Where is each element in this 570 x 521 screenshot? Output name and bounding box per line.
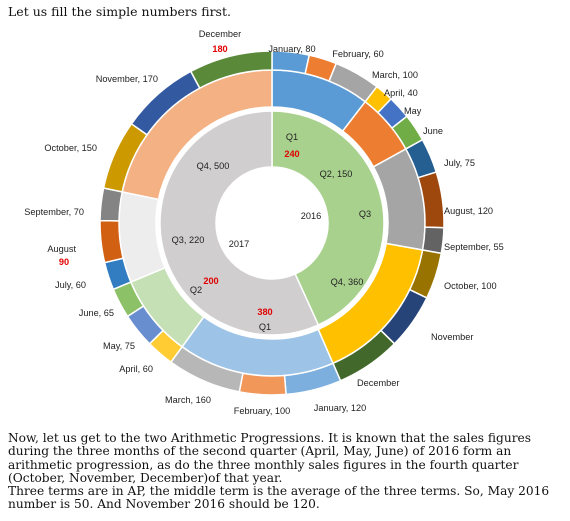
- month-label-3: April, 40: [384, 88, 418, 98]
- quarter-value-4: 380: [257, 307, 272, 317]
- explanation-para-2: Three terms are in AP, the middle term i…: [8, 484, 550, 512]
- explanation: Now, let us get to the two Arithmetic Pr…: [8, 431, 564, 512]
- month-label-0: January, 80: [268, 44, 315, 54]
- month-slice-february-100-13: [238, 372, 287, 396]
- month-label-16: May, 75: [103, 341, 135, 351]
- month-label-7: August, 120: [444, 206, 493, 216]
- quarter-label-2: Q3: [359, 209, 371, 219]
- month-label-20: September, 70: [24, 207, 84, 217]
- month-label-18: July, 60: [55, 280, 86, 290]
- month-value-23: 180: [212, 44, 227, 54]
- intro-text: Let us fill the simple numbers first.: [8, 4, 231, 19]
- month-ring: [99, 50, 445, 396]
- quarter-label-5: Q2: [190, 285, 202, 295]
- month-label-22: November, 170: [96, 74, 158, 84]
- quarter-label-1: Q2, 150: [320, 169, 353, 179]
- month-value-19: 90: [59, 257, 69, 267]
- month-slice-august-19: [99, 219, 125, 264]
- quarter-ring: [118, 69, 426, 377]
- quarter-label-6: Q3, 220: [172, 235, 205, 245]
- month-label-9: October, 100: [444, 281, 497, 291]
- month-slice-september-55-8: [421, 226, 445, 255]
- quarter-label-0: Q1: [286, 132, 298, 142]
- quarter-label-3: Q4, 360: [331, 277, 364, 287]
- month-label-4: May: [404, 106, 422, 116]
- quarter-label-4: Q1: [259, 322, 271, 332]
- month-label-17: June, 65: [79, 308, 114, 318]
- month-label-21: October, 150: [44, 143, 97, 153]
- month-label-2: March, 100: [372, 70, 418, 80]
- quarter-label-7: Q4, 500: [197, 161, 230, 171]
- month-slice-december-23: [189, 50, 273, 90]
- year-label-2017: 2017: [229, 239, 249, 249]
- month-label-14: March, 160: [165, 395, 211, 405]
- month-label-15: April, 60: [119, 364, 153, 374]
- month-label-1: February, 60: [332, 49, 383, 59]
- month-label-12: January, 120: [314, 403, 366, 413]
- month-slice-september-70-20: [99, 187, 124, 222]
- month-label-10: November: [431, 332, 473, 342]
- month-label-11: December: [357, 378, 399, 388]
- year-ring: [159, 110, 385, 336]
- quarter-value-0: 240: [284, 149, 299, 159]
- year-slice-2017-1: [159, 110, 320, 336]
- quarter-value-5: 200: [203, 276, 218, 286]
- explanation-para-1: Now, let us get to the two Arithmetic Pr…: [8, 431, 531, 485]
- month-label-5: June: [423, 126, 443, 136]
- month-label-23: December: [199, 29, 241, 39]
- month-label-19: August: [47, 244, 76, 254]
- month-label-13: February, 100: [234, 406, 291, 416]
- month-label-8: September, 55: [444, 242, 504, 252]
- year-slice-2016-0: [271, 110, 385, 326]
- year-label-2016: 2016: [301, 211, 321, 221]
- month-label-6: July, 75: [444, 158, 475, 168]
- month-slice-january-80-0: [271, 50, 311, 75]
